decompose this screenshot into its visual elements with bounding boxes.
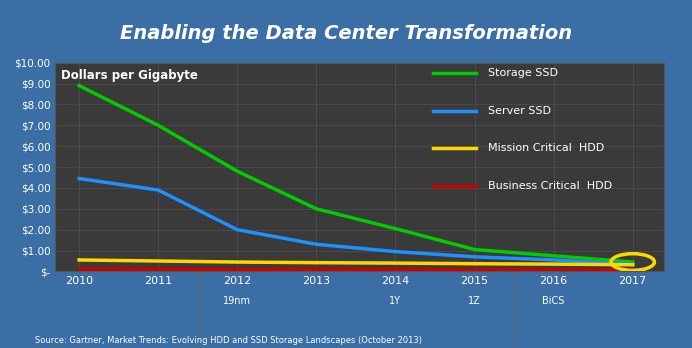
Text: 19nm: 19nm (224, 296, 251, 307)
Mission Critical  HDD (154, 259, 163, 263)
Business Critical  HDD (549, 268, 558, 272)
Storage SSD (75, 84, 83, 88)
Server SSD (471, 255, 479, 259)
Mission Critical  HDD (233, 260, 242, 264)
Business Critical  HDD (154, 267, 163, 271)
Text: Server SSD: Server SSD (488, 106, 551, 116)
Text: Source: Gartner, Market Trends: Evolving HDD and SSD Storage Landscapes (October: Source: Gartner, Market Trends: Evolving… (35, 335, 421, 345)
Storage SSD (233, 169, 242, 173)
Text: 1Z: 1Z (468, 296, 481, 307)
Storage SSD (471, 247, 479, 252)
Server SSD (549, 258, 558, 262)
Storage SSD (391, 227, 399, 231)
Business Critical  HDD (312, 267, 320, 271)
Server SSD (233, 228, 242, 232)
Storage SSD (549, 254, 558, 258)
Line: Storage SSD: Storage SSD (79, 86, 632, 262)
Text: Dollars per Gigabyte: Dollars per Gigabyte (62, 69, 199, 82)
Business Critical  HDD (391, 268, 399, 272)
Business Critical  HDD (75, 267, 83, 271)
Mission Critical  HDD (471, 262, 479, 266)
Server SSD (75, 176, 83, 181)
Server SSD (154, 188, 163, 192)
Mission Critical  HDD (549, 262, 558, 266)
Storage SSD (628, 260, 637, 264)
Text: BiCS: BiCS (543, 296, 565, 307)
Line: Business Critical  HDD: Business Critical HDD (79, 269, 632, 270)
Mission Critical  HDD (75, 258, 83, 262)
Text: 1Y: 1Y (390, 296, 401, 307)
Server SSD (312, 242, 320, 246)
Mission Critical  HDD (628, 263, 637, 267)
Mission Critical  HDD (312, 261, 320, 265)
Business Critical  HDD (471, 268, 479, 272)
Line: Mission Critical  HDD: Mission Critical HDD (79, 260, 632, 265)
Mission Critical  HDD (391, 261, 399, 265)
Storage SSD (154, 123, 163, 127)
Text: Business Critical  HDD: Business Critical HDD (488, 181, 612, 191)
Storage SSD (312, 207, 320, 211)
Text: Enabling the Data Center Transformation: Enabling the Data Center Transformation (120, 24, 572, 44)
Business Critical  HDD (628, 268, 637, 272)
Server SSD (391, 250, 399, 254)
Line: Server SSD: Server SSD (79, 179, 632, 264)
Text: Mission Critical  HDD: Mission Critical HDD (488, 143, 604, 153)
Server SSD (628, 262, 637, 266)
Text: Storage SSD: Storage SSD (488, 68, 558, 78)
Business Critical  HDD (233, 267, 242, 271)
